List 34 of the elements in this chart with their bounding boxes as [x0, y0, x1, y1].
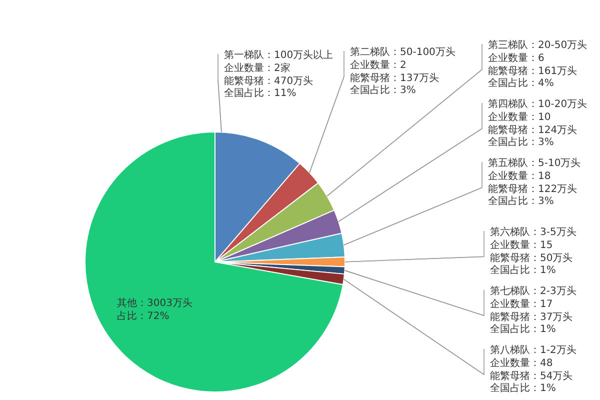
- text: 全国占比：3%: [488, 136, 554, 148]
- text: 企业数量：17: [490, 298, 553, 310]
- text: 全国占比：3%: [488, 195, 554, 207]
- data-label: 能繁母猪：161万头: [488, 65, 578, 77]
- slice-label: 第四梯队：10-20万头: [488, 98, 588, 110]
- text: 企业数量：15: [490, 239, 553, 251]
- text: 企业数量：18: [488, 170, 551, 182]
- text: 全国占比：3%: [350, 84, 416, 96]
- slice-label: 第二梯队：50-100万头: [350, 46, 456, 58]
- slice-label: 第六梯队：3-5万头: [490, 226, 576, 238]
- text: 全国占比：1%: [490, 382, 556, 394]
- text: 企业数量：48: [490, 357, 553, 369]
- slice-label: 第五梯队：5-10万头: [488, 157, 581, 169]
- slice-label: 第三梯队：20-50万头: [488, 39, 588, 51]
- slice-label: 第八梯队：1-2万头: [490, 344, 576, 356]
- slice-label: 其他：3003万头: [117, 297, 192, 309]
- data-label: 能繁母猪：137万头: [350, 72, 440, 84]
- text: 企业数量：10: [488, 111, 551, 123]
- text: 全国占比：1%: [490, 323, 556, 335]
- data-label: 能繁母猪：54万头: [490, 370, 573, 382]
- text: 占比：72%: [117, 310, 170, 322]
- slice-label: 第一梯队：100万头以上: [224, 49, 334, 61]
- text: 企业数量：6: [488, 52, 544, 64]
- text: 全国占比：4%: [488, 77, 554, 89]
- slice-label: 第七梯队：2-3万头: [490, 285, 576, 297]
- data-label: 能繁母猪：124万头: [488, 124, 578, 136]
- text: 企业数量：2: [350, 59, 406, 71]
- data-label: 能繁母猪：50万头: [490, 252, 573, 264]
- data-label: 能繁母猪：470万头: [224, 75, 314, 87]
- data-label: 能繁母猪：37万头: [490, 311, 573, 323]
- data-label: 能繁母猪：122万头: [488, 183, 578, 195]
- text: 全国占比：11%: [224, 87, 296, 99]
- text: 全国占比：1%: [490, 264, 556, 276]
- text: 企业数量：2家: [224, 62, 290, 74]
